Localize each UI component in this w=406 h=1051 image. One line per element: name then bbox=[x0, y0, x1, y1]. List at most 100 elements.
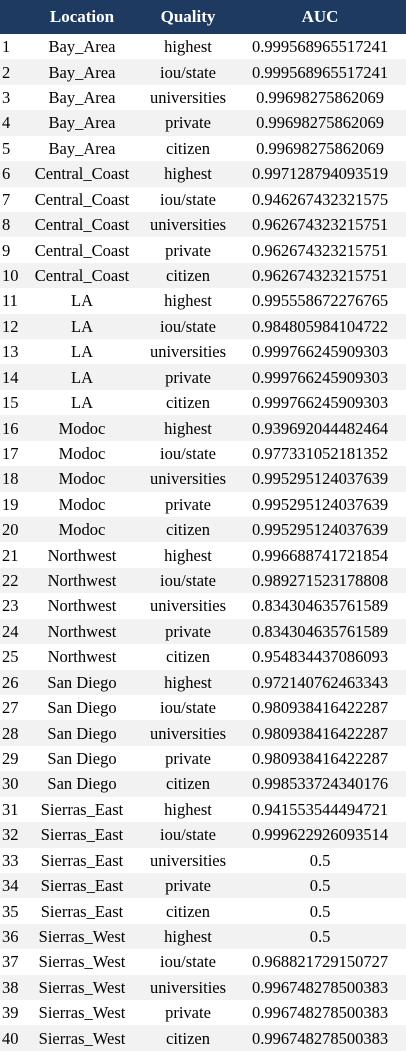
table-row: 22 Northwest iou/state 0.989271523178808 bbox=[0, 567, 406, 594]
row-index: 35 bbox=[0, 898, 22, 924]
quality-cell: private bbox=[142, 872, 234, 899]
row-index: 6 bbox=[0, 161, 22, 187]
location-cell: San Diego bbox=[22, 694, 142, 721]
table-header: Location Quality AUC bbox=[0, 0, 406, 34]
auc-cell: 0.997128794093519 bbox=[234, 161, 406, 187]
row-index: 17 bbox=[0, 440, 22, 467]
quality-cell: private bbox=[142, 237, 234, 263]
quality-cell: highest bbox=[142, 669, 234, 695]
auc-cell: 0.834304635761589 bbox=[234, 618, 406, 645]
location-cell: LA bbox=[22, 364, 142, 390]
row-index: 16 bbox=[0, 415, 22, 441]
location-cell: Sierras_West bbox=[22, 923, 142, 950]
row-index: 33 bbox=[0, 847, 22, 873]
location-cell: LA bbox=[22, 313, 142, 340]
location-cell: San Diego bbox=[22, 669, 142, 695]
quality-cell: iou/state bbox=[142, 59, 234, 85]
table-row: 21 Northwest highest 0.996688741721854 bbox=[0, 542, 406, 568]
table-row: 36 Sierras_West highest 0.5 bbox=[0, 923, 406, 950]
table-row: 17 Modoc iou/state 0.977331052181352 bbox=[0, 440, 406, 467]
auc-cell: 0.989271523178808 bbox=[234, 567, 406, 594]
auc-cell: 0.999568965517241 bbox=[234, 34, 406, 60]
auc-cell: 0.996748278500383 bbox=[234, 974, 406, 1001]
quality-cell: universities bbox=[142, 720, 234, 746]
auc-cell: 0.99698275862069 bbox=[234, 110, 406, 136]
table-row: 38 Sierras_West universities 0.996748278500… bbox=[0, 974, 406, 1001]
quality-cell: universities bbox=[142, 974, 234, 1001]
row-index: 27 bbox=[0, 694, 22, 721]
auc-cell: 0.995295124037639 bbox=[234, 491, 406, 518]
auc-cell: 0.99698275862069 bbox=[234, 135, 406, 162]
auc-cell: 0.962674323215751 bbox=[234, 262, 406, 289]
table-row: 18 Modoc universities 0.995295124037639 bbox=[0, 466, 406, 492]
quality-cell: iou/state bbox=[142, 567, 234, 594]
table-row: 23 Northwest universities 0.834304635761589 bbox=[0, 593, 406, 619]
quality-cell: highest bbox=[142, 796, 234, 823]
location-cell: Northwest bbox=[22, 618, 142, 645]
auc-cell: 0.946267432321575 bbox=[234, 186, 406, 212]
quality-cell: iou/state bbox=[142, 694, 234, 721]
table-row: 16 Modoc highest 0.939692044482464 bbox=[0, 415, 406, 441]
auc-cell: 0.834304635761589 bbox=[234, 593, 406, 619]
auc-cell: 0.995295124037639 bbox=[234, 466, 406, 492]
header-auc: AUC bbox=[234, 0, 406, 34]
location-cell: San Diego bbox=[22, 720, 142, 746]
location-cell: Sierras_East bbox=[22, 872, 142, 899]
row-index: 19 bbox=[0, 491, 22, 518]
table-row: 14 LA private 0.999766245909303 bbox=[0, 364, 406, 390]
location-cell: Modoc bbox=[22, 415, 142, 441]
auc-cell: 0.941553544494721 bbox=[234, 796, 406, 823]
row-index: 5 bbox=[0, 135, 22, 162]
location-cell: Central_Coast bbox=[22, 211, 142, 238]
quality-cell: highest bbox=[142, 161, 234, 187]
table-row: 3 Bay_Area universities 0.99698275862069 bbox=[0, 84, 406, 111]
auc-cell: 0.968821729150727 bbox=[234, 949, 406, 975]
table-row: 7 Central_Coast iou/state 0.946267432321575 bbox=[0, 186, 406, 212]
location-cell: Northwest bbox=[22, 567, 142, 594]
auc-cell: 0.996748278500383 bbox=[234, 1025, 406, 1051]
row-index: 10 bbox=[0, 262, 22, 289]
location-cell: Modoc bbox=[22, 517, 142, 543]
quality-cell: citizen bbox=[142, 389, 234, 416]
quality-cell: iou/state bbox=[142, 949, 234, 975]
location-cell: Central_Coast bbox=[22, 186, 142, 212]
row-index: 40 bbox=[0, 1025, 22, 1051]
table-row: 4 Bay_Area private 0.99698275862069 bbox=[0, 110, 406, 136]
auc-cell: 0.996748278500383 bbox=[234, 1000, 406, 1026]
row-index: 18 bbox=[0, 466, 22, 492]
location-cell: LA bbox=[22, 339, 142, 365]
quality-cell: citizen bbox=[142, 771, 234, 797]
location-cell: Sierras_East bbox=[22, 847, 142, 873]
quality-cell: iou/state bbox=[142, 440, 234, 467]
row-index: 36 bbox=[0, 923, 22, 950]
location-cell: Modoc bbox=[22, 466, 142, 492]
table-row: 9 Central_Coast private 0.962674323215751 bbox=[0, 237, 406, 263]
table-row: 19 Modoc private 0.995295124037639 bbox=[0, 491, 406, 518]
location-cell: San Diego bbox=[22, 745, 142, 772]
location-cell: Modoc bbox=[22, 440, 142, 467]
table-row: 37 Sierras_West iou/state 0.968821729150727 bbox=[0, 949, 406, 975]
location-cell: Bay_Area bbox=[22, 59, 142, 85]
row-index: 8 bbox=[0, 211, 22, 238]
location-cell: Sierras_East bbox=[22, 796, 142, 823]
auc-cell: 0.999568965517241 bbox=[234, 59, 406, 85]
row-index: 37 bbox=[0, 949, 22, 975]
quality-cell: citizen bbox=[142, 898, 234, 924]
row-index: 26 bbox=[0, 669, 22, 695]
auc-cell: 0.995558672276765 bbox=[234, 288, 406, 314]
quality-cell: private bbox=[142, 110, 234, 136]
auc-cell: 0.954834437086093 bbox=[234, 644, 406, 670]
row-index: 20 bbox=[0, 517, 22, 543]
table-row: 29 San Diego private 0.980938416422287 bbox=[0, 745, 406, 772]
auc-cell: 0.962674323215751 bbox=[234, 237, 406, 263]
table-row: 20 Modoc citizen 0.995295124037639 bbox=[0, 517, 406, 543]
location-cell: Sierras_East bbox=[22, 822, 142, 848]
row-index: 25 bbox=[0, 644, 22, 670]
table-body: 1 Bay_Area highest 0.999568965517241 2 Bay_Ar… bbox=[0, 34, 406, 1051]
table-row: 12 LA iou/state 0.984805984104722 bbox=[0, 313, 406, 340]
location-cell: Sierras_West bbox=[22, 1025, 142, 1051]
table-row: 10 Central_Coast citizen 0.962674323215751 bbox=[0, 262, 406, 289]
location-cell: Sierras_West bbox=[22, 949, 142, 975]
table-row: 30 San Diego citizen 0.998533724340176 bbox=[0, 771, 406, 797]
row-index: 32 bbox=[0, 822, 22, 848]
